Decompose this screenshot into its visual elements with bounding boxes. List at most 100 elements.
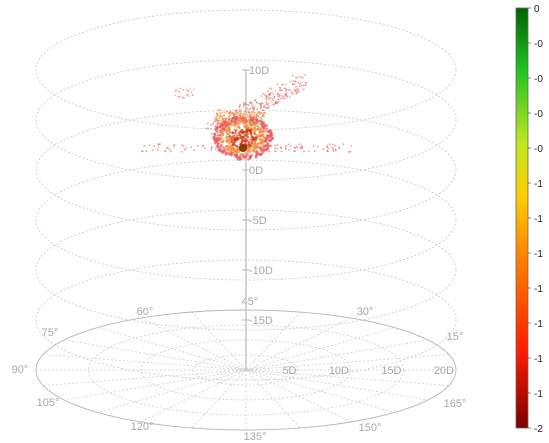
angle-tick-label: 30° [357,306,374,318]
cloud-point [239,103,241,106]
cloud-point [225,110,228,113]
cloud-point [262,109,264,112]
cloud-point [168,148,171,151]
angular-spoke [97,327,395,413]
cloud-point [158,143,161,145]
cloud-point [269,92,272,95]
cloud-point [342,143,345,146]
cloud-point [246,107,249,110]
cloud-point [239,110,242,113]
colorbar-tick-label: -0 [534,144,543,155]
cloud-point [285,91,288,94]
cloud-point [302,88,305,91]
cloud-point [221,151,224,154]
cloud-point [230,119,234,122]
cloud-point [280,97,282,100]
vertical-tick-label: -15D [249,315,273,327]
cloud-point [235,150,239,154]
cloud-point [213,141,217,145]
cloud-point [250,135,254,139]
radial-ring [88,324,404,416]
radial-tick-label: 10D [329,365,349,377]
cloud-point [288,148,291,151]
cloud-point [246,135,250,139]
cloud-point [250,122,253,125]
cloud-point [299,147,302,150]
cloud-point [238,155,241,159]
cloud-point [295,85,297,88]
cloud-point [215,129,219,133]
cloud-point [210,146,213,149]
cloud-point [256,142,260,145]
cloud-point [264,138,267,142]
angular-spoke [191,311,301,429]
cloud-point [223,114,226,117]
cloud-point [164,150,167,153]
cloud-point [152,149,154,152]
cloud-point [284,146,287,149]
cloud-point [252,148,255,152]
cloud-point [193,88,195,91]
cloud-point [301,146,304,149]
cloud-point [174,89,177,92]
cloud-point [238,106,241,108]
cloud-point [233,128,237,131]
cloud-point [263,111,266,114]
cloud-point [252,120,255,123]
angular-spoke [97,327,395,413]
cloud-point [173,145,175,148]
polar-base: 15° 30° 45° 60° 75° 90° 105° 120° 135° 150° 165° 5D… [12,296,467,443]
cloud-point [262,115,265,118]
cloud-point [178,95,181,98]
cloud-point [274,102,277,104]
cloud-point [206,122,209,125]
cloud-point [221,132,224,135]
cloud-point [254,124,257,127]
angle-tick-label: 75° [42,327,59,339]
cloud-point [210,149,213,151]
cloud-point [236,118,240,121]
cloud-point [267,98,269,101]
cloud-point [300,82,302,85]
colorbar-tick-label: 0 [534,4,540,15]
angle-tick-label: 150° [359,422,382,434]
cloud-point [234,110,238,113]
cloud-point [294,80,297,83]
cloud-point [249,118,252,121]
cloud-point [216,136,220,140]
cloud-point [291,93,294,96]
cloud-point [249,138,253,141]
cloud-point [209,124,212,126]
colorbar-tick-label: -1 [534,214,543,225]
cloud-point [226,120,230,123]
cloud-point [141,150,144,153]
cloud-point [270,144,273,147]
cloud-point [262,145,265,149]
cloud-point [289,80,292,83]
cloud-point [186,94,189,96]
cloud-point [203,147,206,150]
cloud-point [269,137,273,141]
cloud-point [326,144,329,147]
cloud-point [254,121,257,124]
colorbar-tick-label: -1 [534,284,543,295]
cloud-point [244,152,247,155]
cloud-point [244,109,248,112]
cloud-point [296,91,299,94]
cloud-point [254,99,257,101]
cloud-point [227,126,230,129]
cloud-point [240,140,243,144]
cloud-point [219,111,222,114]
cloud-point [227,117,230,120]
cloud-point [234,131,237,135]
cloud-point [265,146,269,150]
cloud-point [186,88,188,91]
cloud-point [218,125,221,129]
cloud-point [224,152,227,156]
cloud-point [248,115,251,119]
cloud-point [268,87,271,90]
cloud-point [221,129,225,133]
cloud-point [143,145,146,147]
data-cloud [141,74,353,161]
